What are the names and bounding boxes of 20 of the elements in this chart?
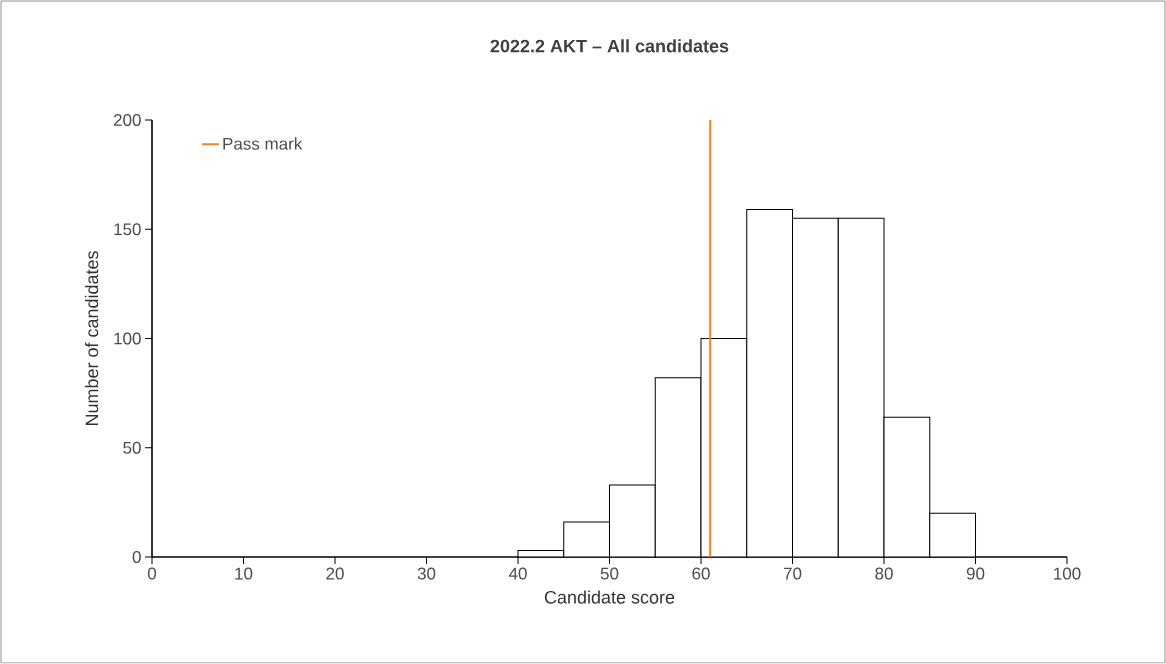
y-axis-title: Number of candidates: [85, 251, 99, 426]
x-tick-label: 0: [147, 567, 157, 580]
x-tick-label: 90: [966, 567, 985, 580]
y-tick-label: 0: [132, 550, 141, 564]
x-tick-label: 100: [1054, 567, 1081, 580]
x-axis-title: Candidate score: [544, 590, 675, 604]
x-tick-label: 70: [783, 567, 802, 580]
chart-title: 2022.2 AKT – All candidates: [490, 39, 729, 53]
x-tick-label: 30: [417, 567, 436, 580]
x-tick-label: 10: [235, 567, 253, 580]
x-tick-label: 80: [875, 567, 893, 580]
y-tick-label: 150: [114, 223, 141, 236]
x-tick-label: 40: [508, 567, 527, 580]
y-tick-label: 50: [123, 441, 141, 454]
y-tick-label: 200: [113, 113, 141, 127]
legend-label: Pass mark: [223, 137, 303, 150]
x-tick-label: 50: [600, 567, 619, 580]
x-tick-label: 60: [692, 567, 710, 580]
x-tick-label: 20: [326, 567, 344, 580]
y-tick-label: 100: [114, 332, 141, 345]
